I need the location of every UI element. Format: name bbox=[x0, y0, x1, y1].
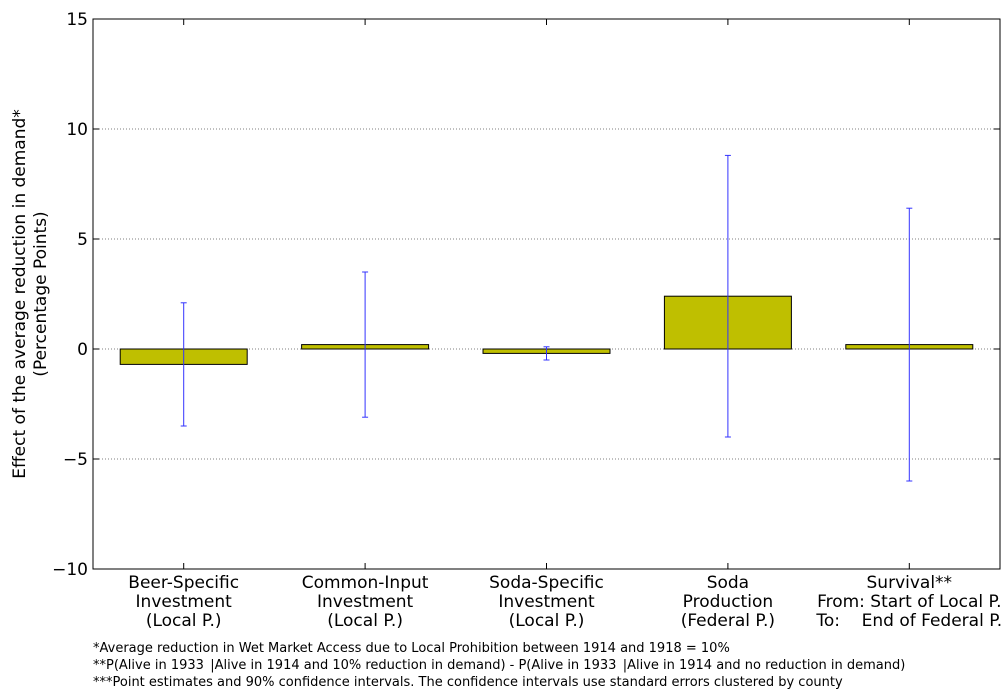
footnote-1: *Average reduction in Wet Market Access … bbox=[93, 641, 730, 656]
x-tick-label: Soda-Specific Investment (Local P.) bbox=[489, 573, 604, 631]
y-axis-label: Effect of the average reduction in deman… bbox=[10, 109, 30, 479]
plot-frame bbox=[92, 18, 1001, 570]
y-tick-label: 15 bbox=[66, 10, 88, 30]
x-tick-label: Beer-Specific Investment (Local P.) bbox=[128, 573, 239, 631]
y-axis-ticks: −10 −5 0 5 10 15 bbox=[52, 10, 1000, 580]
x-tick-label: Common-Input Investment (Local P.) bbox=[302, 573, 429, 631]
footnote-2: **P(Alive in 1933 |Alive in 1914 and 10%… bbox=[93, 658, 906, 673]
footnotes: *Average reduction in Wet Market Access … bbox=[93, 640, 1006, 691]
x-axis-ticks: Beer-Specific Investment (Local P.) Common-… bbox=[128, 19, 1002, 631]
y-tick-label: −10 bbox=[52, 560, 88, 580]
error-bars bbox=[180, 154, 913, 482]
y-axis-label-sub: (Percentage Points) bbox=[31, 211, 51, 376]
gridlines bbox=[93, 128, 1000, 460]
y-tick-label: −5 bbox=[63, 450, 88, 470]
x-tick-label: Soda Production (Federal P.) bbox=[681, 573, 775, 631]
y-tick-label: 0 bbox=[77, 340, 88, 360]
footnote-3: ***Point estimates and 90% confidence in… bbox=[93, 675, 843, 690]
y-tick-label: 10 bbox=[66, 120, 88, 140]
x-tick-label: Survival** From: Start of Local P. To: End… bbox=[815, 573, 1002, 631]
y-tick-label: 5 bbox=[77, 230, 88, 250]
